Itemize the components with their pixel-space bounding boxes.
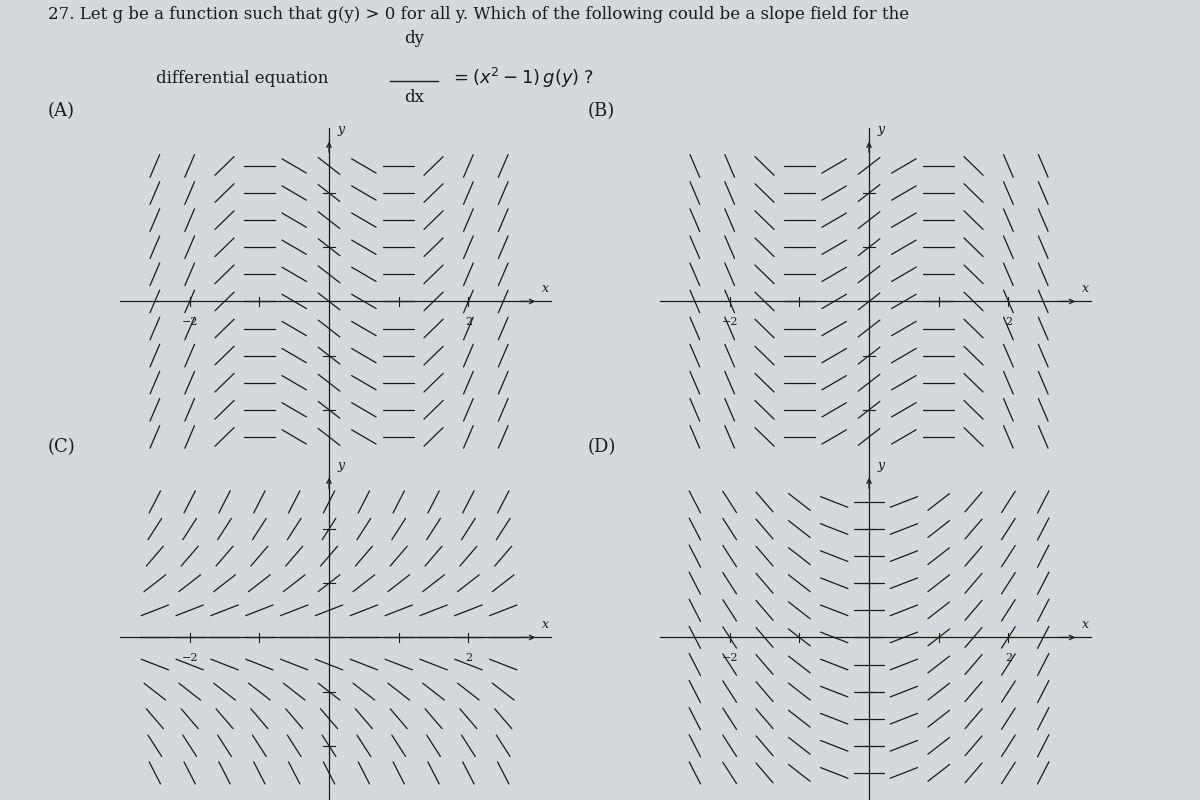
Text: x: x xyxy=(541,618,548,631)
Text: 2: 2 xyxy=(464,317,472,326)
Text: 2: 2 xyxy=(464,653,472,662)
Text: (D): (D) xyxy=(588,438,617,456)
Text: differential equation: differential equation xyxy=(156,70,329,87)
Text: −2: −2 xyxy=(721,317,738,326)
Text: −2: −2 xyxy=(181,653,198,662)
Text: y: y xyxy=(337,459,344,472)
Text: 27. Let g be a function such that g(y) > 0 for all y. Which of the following cou: 27. Let g be a function such that g(y) >… xyxy=(48,6,910,22)
Text: y: y xyxy=(337,123,344,136)
Text: (A): (A) xyxy=(48,102,74,120)
Text: x: x xyxy=(1081,282,1088,295)
Text: −2: −2 xyxy=(181,317,198,326)
Text: (B): (B) xyxy=(588,102,616,120)
Text: −2: −2 xyxy=(721,653,738,662)
Text: 2: 2 xyxy=(1004,653,1012,662)
Text: y: y xyxy=(877,459,884,472)
Text: $= (x^2 - 1)\,g(y)\;?$: $= (x^2 - 1)\,g(y)\;?$ xyxy=(450,66,594,90)
Text: (C): (C) xyxy=(48,438,76,456)
Text: 2: 2 xyxy=(1004,317,1012,326)
Text: dy: dy xyxy=(404,30,424,47)
Text: x: x xyxy=(1081,618,1088,631)
Text: dx: dx xyxy=(404,90,424,106)
Text: y: y xyxy=(877,123,884,136)
Text: x: x xyxy=(541,282,548,295)
